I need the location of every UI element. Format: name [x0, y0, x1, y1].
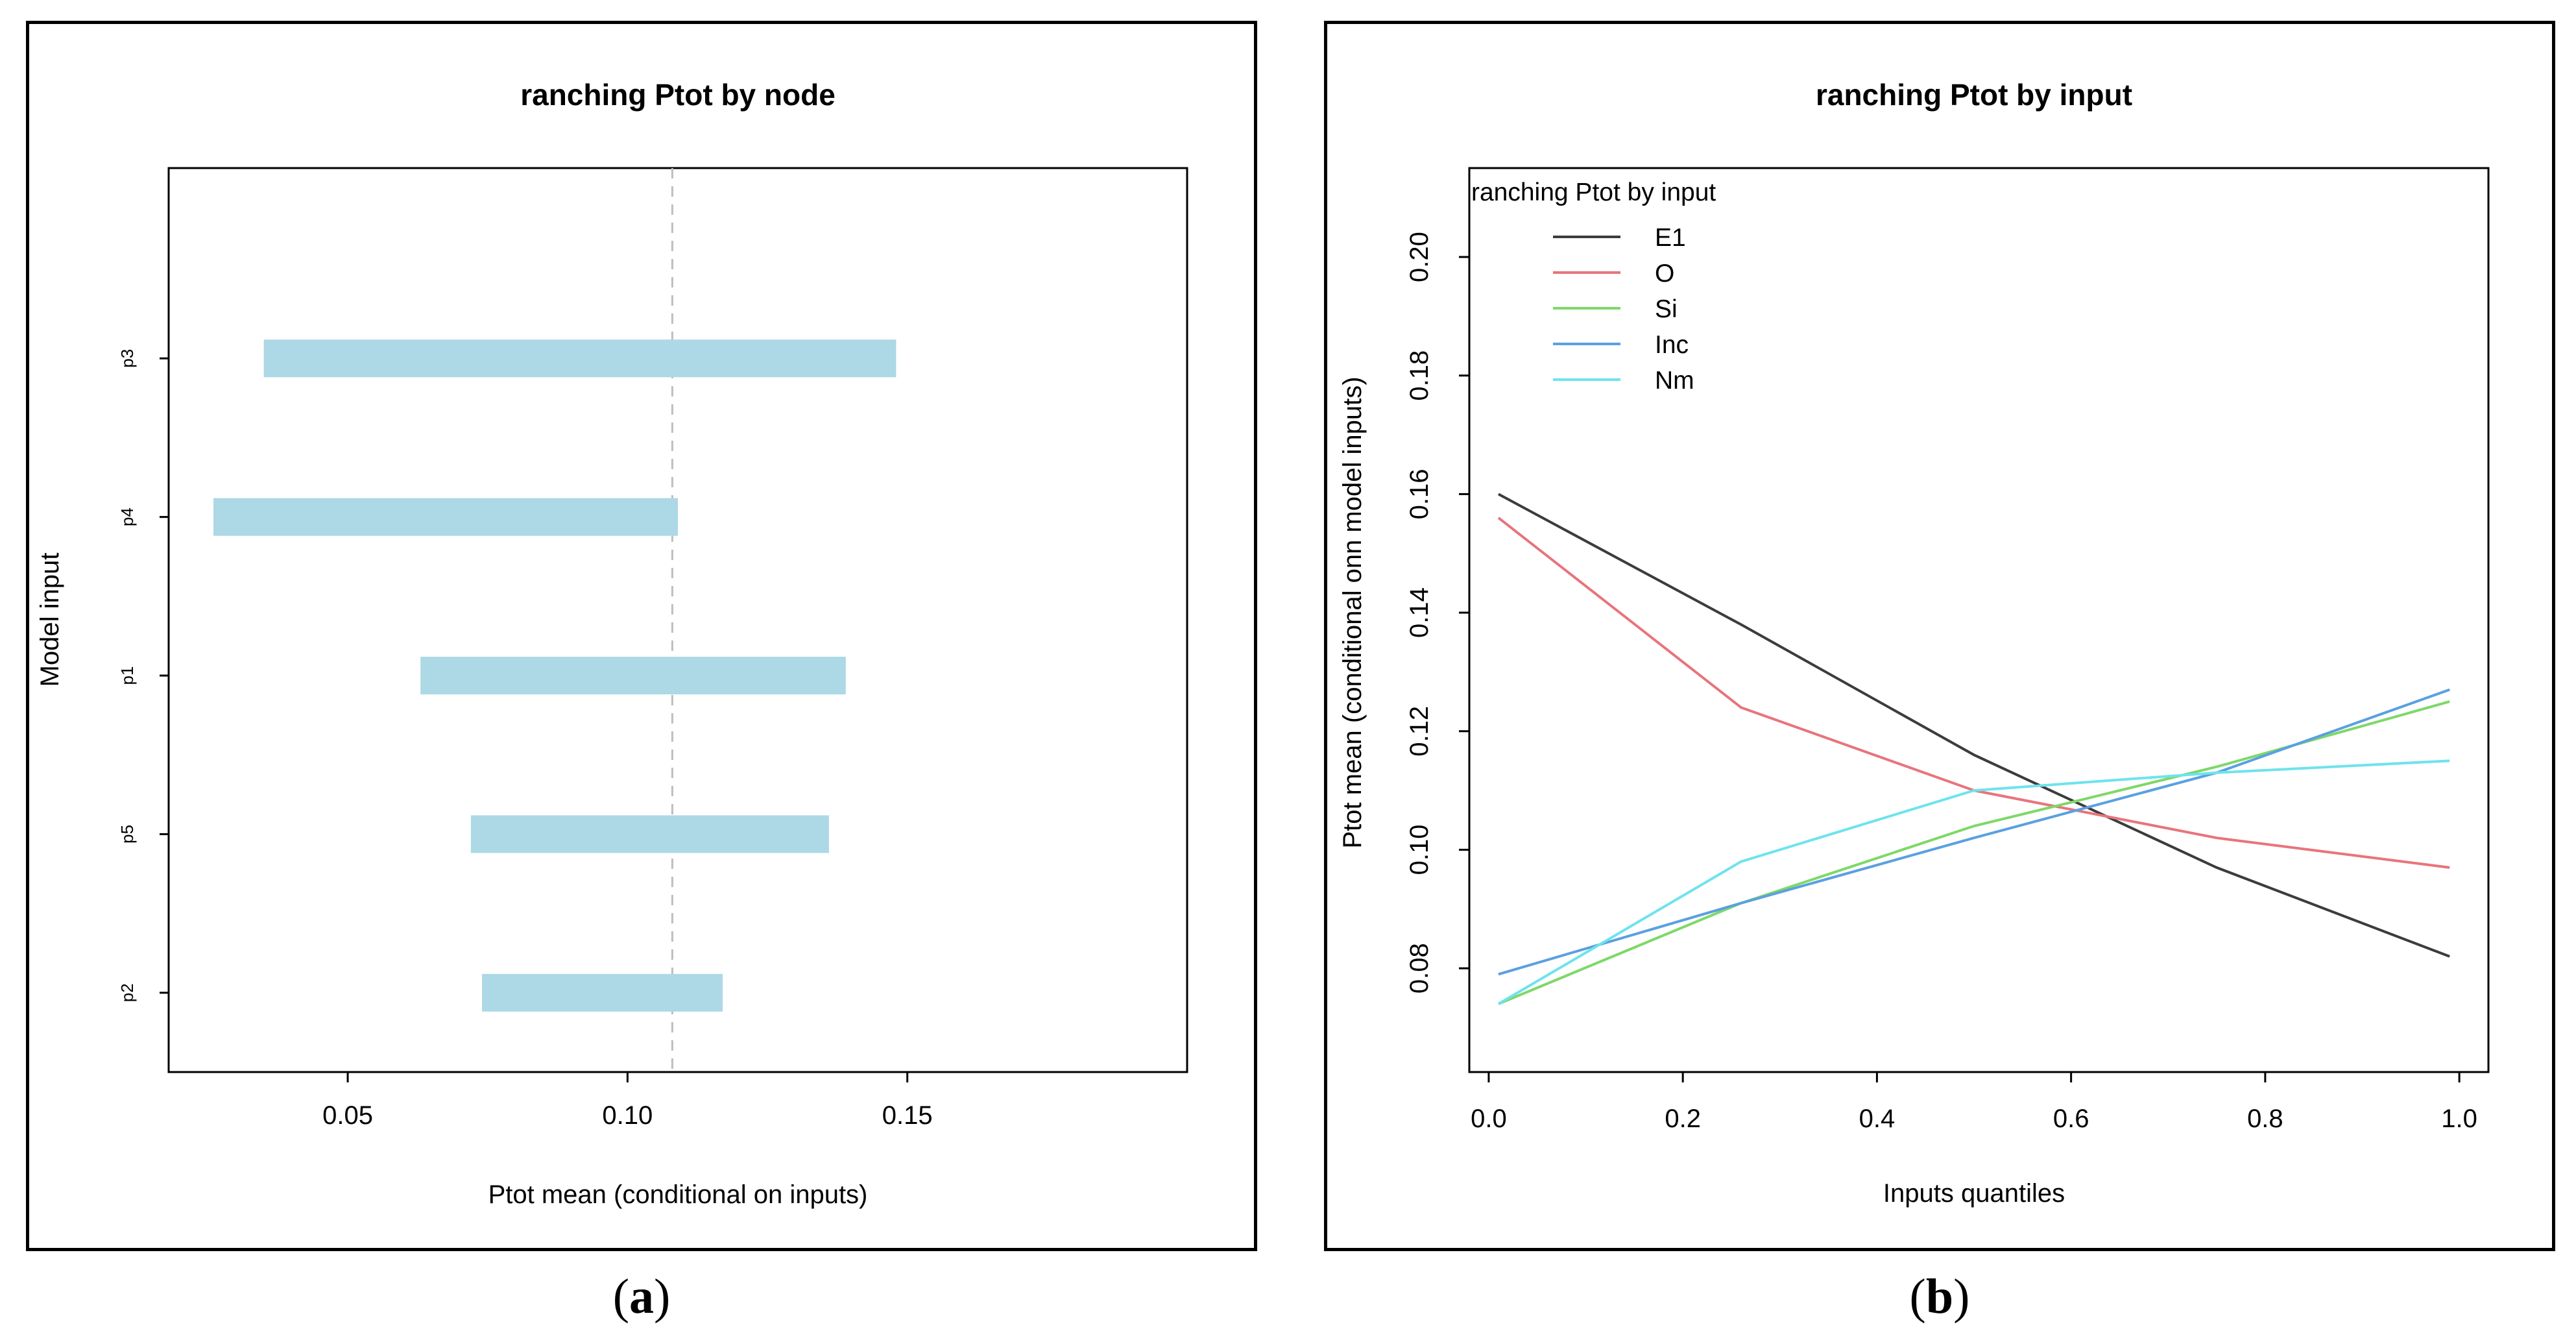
y-tick-label: p1: [117, 666, 137, 685]
x-tick-label: 0.2: [1665, 1104, 1701, 1133]
legend-label-si: Si: [1655, 295, 1678, 323]
range-bar-p2: [482, 973, 723, 1012]
y-tick-label: p5: [117, 825, 137, 844]
x-tick-label: 0.10: [602, 1101, 653, 1130]
y-tick-label: 0.12: [1405, 706, 1434, 757]
chart-a-y-axis-label: Model input: [36, 553, 64, 687]
x-tick-label: 0.05: [322, 1101, 373, 1130]
line-chart-svg: ranching Ptot by input 0.08 0.10 0.12 0.14 0…: [1338, 78, 2490, 1208]
chart-a-title: ranching Ptot by node: [520, 78, 836, 112]
y-tick-label: 0.10: [1405, 825, 1434, 875]
range-bar-p3: [263, 339, 897, 378]
chart-b-y-axis-label: Ptot mean (conditional onn model inputs): [1338, 376, 1367, 848]
x-tick-label: 1.0: [2441, 1104, 2477, 1133]
y-tick-label: 0.20: [1405, 232, 1434, 282]
y-tick-label: 0.14: [1405, 587, 1434, 638]
y-tick-label: p2: [117, 983, 137, 1002]
x-tick-label: 0.8: [2247, 1104, 2283, 1133]
x-tick-label: 0.6: [2053, 1104, 2089, 1133]
range-bar-p1: [420, 657, 846, 695]
legend-label-e1: E1: [1655, 224, 1686, 252]
chart-b-x-axis-label: Inputs quantiles: [1883, 1179, 2065, 1208]
y-tick-label: p4: [117, 507, 137, 526]
x-tick-label: 0.15: [882, 1101, 933, 1130]
chart-a-plot-frame: [167, 167, 1188, 1073]
y-tick-label: p3: [117, 349, 137, 368]
series-line-nm: [1497, 759, 2450, 1005]
range-bar-p4: [213, 498, 678, 536]
series-line-si: [1498, 700, 2450, 1005]
caption-a: (a): [612, 1269, 671, 1324]
legend-label-nm: Nm: [1655, 367, 1694, 395]
series-line-e1: [1497, 493, 2450, 958]
range-bar-p5: [470, 815, 829, 853]
y-tick-label: 0.16: [1405, 469, 1434, 519]
legend-label-o: O: [1655, 260, 1674, 287]
legend-title: ranching Ptot by input: [1471, 178, 1716, 206]
chart-panel-a: ranching Ptot by node p3 p4 p1 p5 p2 0.05 0.10…: [26, 21, 1257, 1251]
chart-panel-b: ranching Ptot by input 0.08 0.10 0.12 0.14 0…: [1324, 21, 2555, 1251]
series-line-inc: [1498, 688, 2450, 976]
chart-b-plot-frame: [1468, 167, 2490, 1073]
chart-a-x-axis-label: Ptot mean (conditional on inputs): [488, 1180, 868, 1209]
caption-b: (b): [1909, 1269, 1970, 1324]
chart-b-legend: ranching Ptot by input E1 O Si Inc Nm: [1471, 178, 1716, 395]
bar-chart-svg: ranching Ptot by node p3 p4 p1 p5 p2 0.05 0.10…: [36, 78, 1188, 1209]
y-tick-label: 0.18: [1405, 350, 1434, 401]
legend-label-inc: Inc: [1655, 331, 1689, 359]
chart-b-title: ranching Ptot by input: [1816, 78, 2132, 112]
x-tick-label: 0.4: [1859, 1104, 1896, 1133]
y-tick-label: 0.08: [1405, 943, 1434, 994]
x-tick-label: 0.0: [1471, 1104, 1507, 1133]
